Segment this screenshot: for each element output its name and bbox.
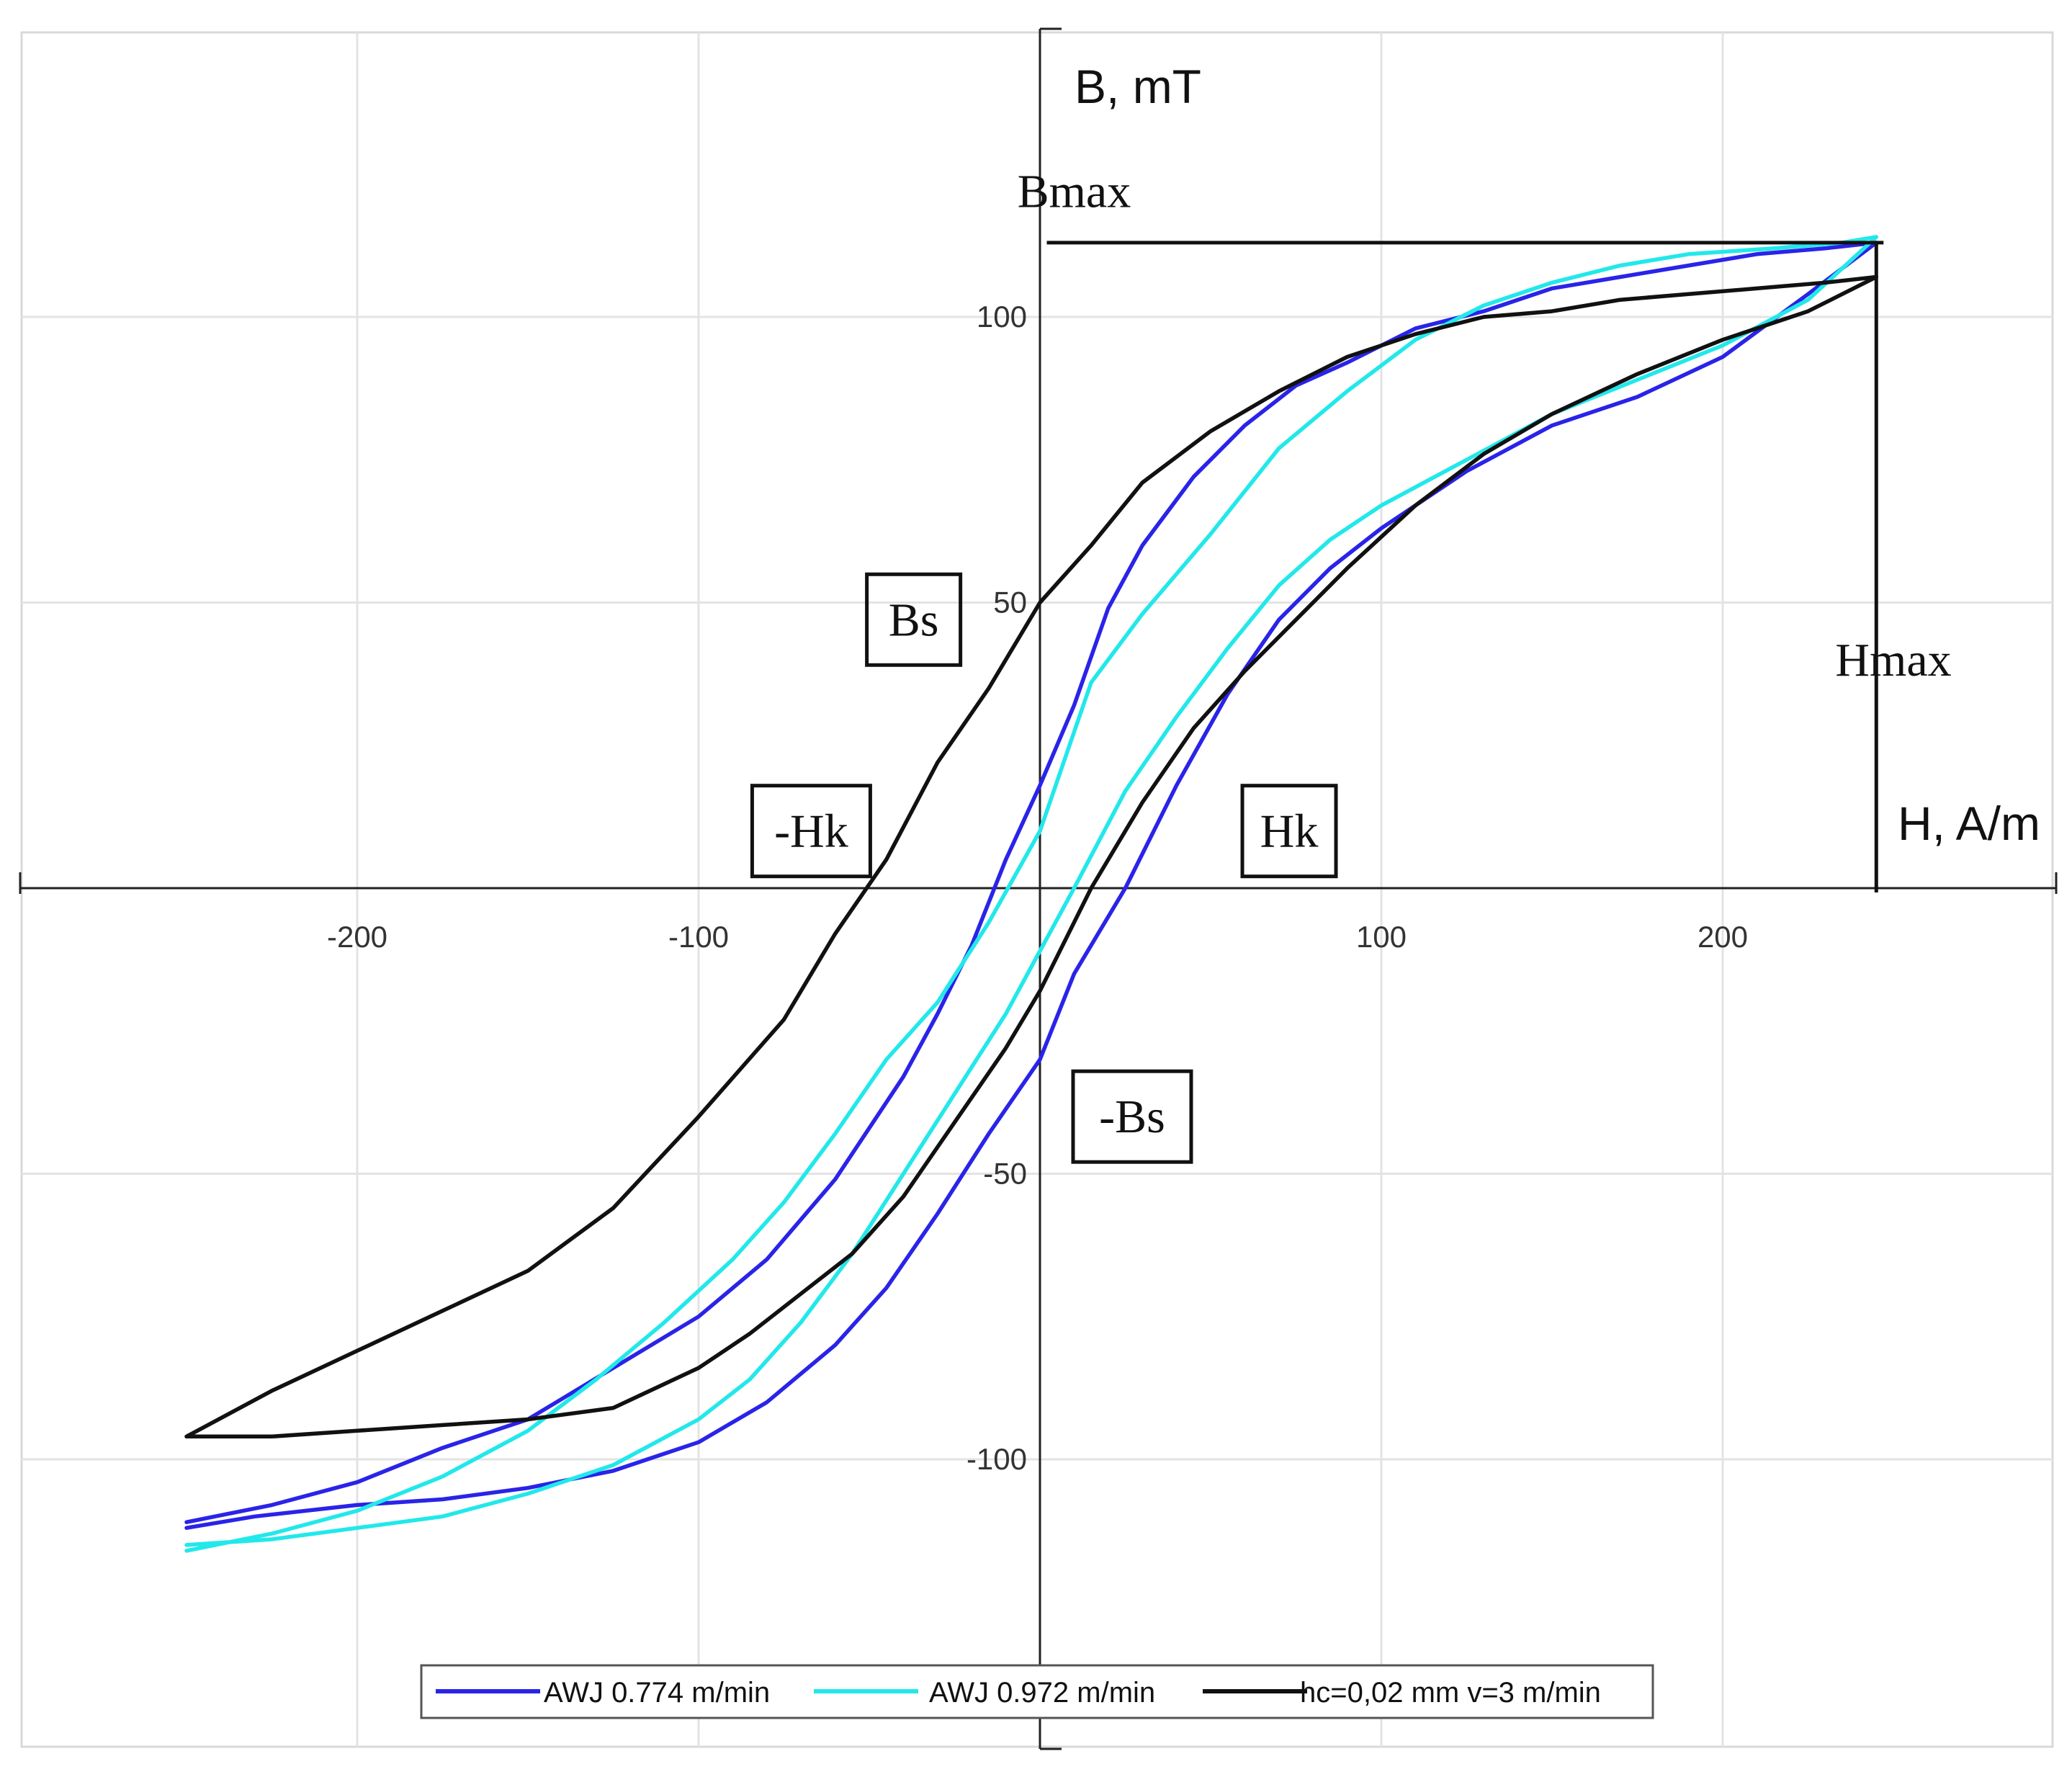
annotation-text: Bs (889, 594, 939, 646)
annotation-bs: -Bs (1071, 1069, 1193, 1164)
x-tick-label: -100 (668, 920, 729, 954)
series-line-3 (184, 274, 1879, 1439)
annotation-box (750, 784, 872, 879)
y-tick-label: -100 (967, 1442, 1027, 1476)
series-line-1 (184, 241, 1879, 1530)
legend-label-2: AWJ 0.972 m/min (929, 1677, 1155, 1709)
plot-frame (20, 31, 2054, 1748)
legend: AWJ 0.774 m/min AWJ 0.972 m/min hc=0,02 mm… (420, 1664, 1654, 1719)
x-tick-label: 100 (1356, 920, 1407, 954)
annotation-text: -Bs (1099, 1091, 1165, 1143)
annotation-bmax: Bmax (1018, 166, 1131, 218)
annotation-hk: -Hk (750, 784, 872, 879)
annotation-hmax: Hmax (1835, 634, 1951, 686)
annotation-box (1071, 1069, 1193, 1164)
grid (22, 32, 2053, 1747)
legend-label-3: hc=0,02 mm v=3 m/min (1300, 1677, 1601, 1709)
annotation-text: Hmax (1835, 634, 1951, 686)
y-tick-label: 100 (977, 300, 1027, 334)
annotation-text: Hk (1260, 805, 1319, 858)
x-tick-labels: -200 -100 100 200 (327, 920, 1748, 954)
x-tick-label: 200 (1697, 920, 1748, 954)
legend-box (420, 1664, 1654, 1719)
axes (19, 27, 2058, 1750)
series-line-2 (184, 235, 1879, 1553)
x-tick-label: -200 (327, 920, 387, 954)
series-lines (184, 235, 1879, 1553)
annotation-bs: Bs (865, 572, 963, 667)
y-tick-labels: 100 50 -50 -100 (967, 300, 1027, 1476)
annotation-box (1240, 784, 1338, 879)
y-tick-label: 50 (993, 586, 1027, 619)
annotation-text: -Hk (774, 805, 848, 858)
y-tick-label: -50 (983, 1157, 1027, 1191)
legend-label-1: AWJ 0.774 m/min (544, 1677, 770, 1709)
x-axis-label: H, A/m (1898, 797, 2040, 850)
annotation-text: Bmax (1018, 166, 1131, 218)
reference-lines (1046, 241, 1884, 892)
y-axis-label: B, mT (1075, 60, 1201, 113)
annotations: Bmax Hmax Bs -Bs -Hk Hk (750, 166, 1952, 1164)
annotation-hk: Hk (1240, 784, 1338, 879)
annotation-box (865, 572, 963, 667)
